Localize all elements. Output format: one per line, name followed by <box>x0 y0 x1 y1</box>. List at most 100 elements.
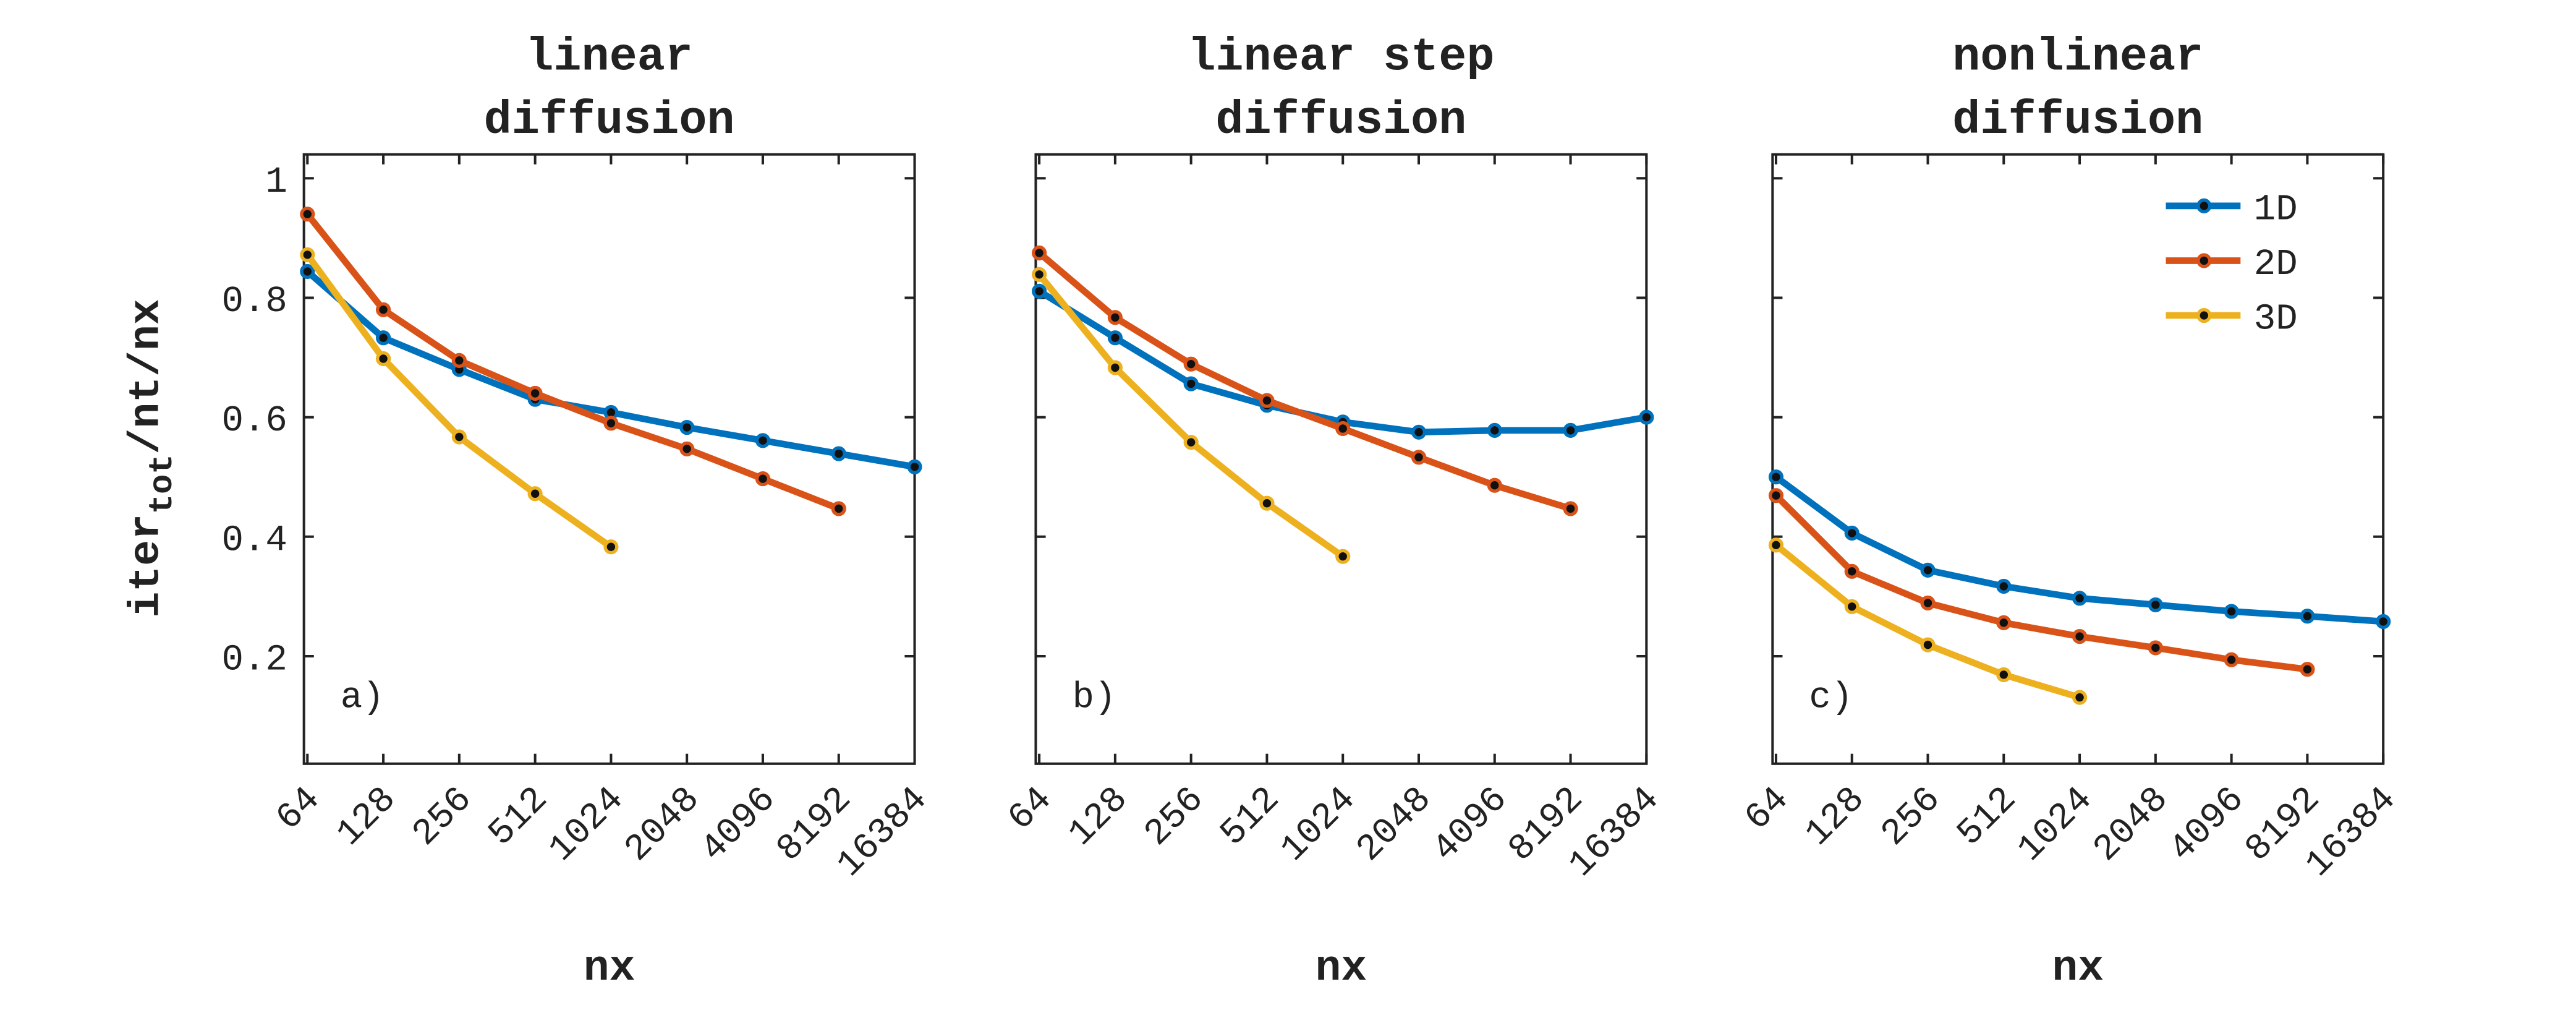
data-point <box>1996 667 2012 682</box>
data-point <box>831 501 846 516</box>
data-point <box>603 416 619 431</box>
x-tick-label: 128 <box>1061 779 1137 855</box>
data-point <box>1183 376 1199 391</box>
chart-title: diffusion <box>1215 94 1466 147</box>
data-point <box>1844 525 1860 541</box>
data-point <box>755 433 771 448</box>
data-point <box>1768 469 1784 485</box>
x-tick-label: 1024 <box>2010 779 2101 870</box>
data-point <box>1183 356 1199 372</box>
x-tick-label: 64 <box>1000 779 1060 839</box>
legend-marker <box>2196 198 2212 213</box>
data-point <box>2224 604 2239 619</box>
data-point <box>1107 310 1123 325</box>
series-line <box>1037 288 1647 436</box>
data-point <box>1563 501 1578 516</box>
y-tick-label: 1 <box>265 161 287 203</box>
data-point <box>1259 393 1275 408</box>
y-axis-label: itertot/nt/nx <box>122 299 181 617</box>
data-point <box>375 351 391 367</box>
x-axis-label: nx <box>584 944 635 993</box>
data-point <box>1411 424 1427 440</box>
data-point <box>1487 477 1502 493</box>
plot-frame <box>302 153 916 765</box>
data-point <box>2300 662 2315 677</box>
legend-marker <box>2196 253 2212 268</box>
x-tick-label: 4096 <box>2161 779 2253 870</box>
x-axis-label: nx <box>2052 944 2104 993</box>
data-point <box>1920 562 1936 578</box>
data-point <box>2148 597 2163 612</box>
data-point <box>1487 422 1502 438</box>
data-point <box>1844 599 1860 614</box>
chart-title: nonlinear <box>1952 31 2203 84</box>
y-tick-label: 0.8 <box>222 281 287 322</box>
data-point <box>375 302 391 317</box>
x-tick-label: 1024 <box>1273 779 1364 870</box>
data-point <box>2224 652 2239 667</box>
data-point <box>527 486 543 502</box>
data-point <box>831 446 846 461</box>
series-line <box>305 268 916 471</box>
x-tick-label: 64 <box>268 779 328 839</box>
data-point <box>1996 578 2012 594</box>
data-point <box>755 471 771 487</box>
x-tick-label: 1024 <box>541 779 632 870</box>
data-point <box>1996 615 2012 630</box>
y-label-rest: /nt/nx <box>122 299 171 454</box>
data-point <box>300 263 315 280</box>
chart-title: diffusion <box>1952 94 2203 147</box>
data-point <box>300 207 315 222</box>
x-tick-label: 4096 <box>1424 779 1516 870</box>
chart-title: linear step <box>1188 31 1494 84</box>
data-point <box>527 385 543 401</box>
data-point <box>300 247 315 262</box>
x-tick-label: 256 <box>1136 779 1212 855</box>
data-point <box>1920 637 1936 652</box>
chart-title: diffusion <box>484 94 735 147</box>
x-tick-label: 256 <box>404 779 480 855</box>
series-line <box>1774 493 2308 673</box>
plot-frame <box>1034 153 1648 765</box>
data-point <box>1335 421 1351 437</box>
data-point <box>907 459 922 474</box>
panel-label: a) <box>341 677 385 719</box>
data-point <box>2300 609 2315 624</box>
y-tick-label: 0.2 <box>222 639 287 680</box>
data-point <box>1639 409 1654 425</box>
x-tick-label: 256 <box>1873 779 1949 855</box>
y-tick-label: 0.4 <box>222 520 287 561</box>
x-tick-label: 2048 <box>1349 779 1440 870</box>
panel-label: b) <box>1073 677 1116 719</box>
x-tick-label: 2048 <box>2085 779 2177 870</box>
x-tick-label: 64 <box>1737 779 1797 839</box>
data-point <box>1768 488 1784 503</box>
x-tick-label: 2048 <box>617 779 708 870</box>
data-point <box>1768 537 1784 553</box>
legend-label: 2D <box>2254 244 2298 285</box>
data-point <box>2072 690 2088 705</box>
data-point <box>603 539 619 555</box>
y-label-sub: tot <box>144 454 182 514</box>
data-point <box>1411 450 1427 465</box>
y-label-base: iter <box>122 514 171 618</box>
data-point <box>451 429 467 445</box>
x-tick-label: 128 <box>329 779 405 855</box>
data-point <box>1844 563 1860 579</box>
legend-label: 3D <box>2254 299 2298 340</box>
legend-marker <box>2196 307 2212 323</box>
x-axis-label: nx <box>1316 944 1367 993</box>
data-point <box>679 419 695 435</box>
data-point <box>1032 283 1047 299</box>
data-point <box>1183 435 1199 450</box>
data-point <box>451 353 467 368</box>
legend-label: 1D <box>2254 189 2298 230</box>
series-line <box>1037 250 1572 512</box>
data-point <box>2072 591 2088 606</box>
series-line <box>304 252 613 550</box>
data-point <box>2148 640 2163 656</box>
data-point <box>1335 549 1351 564</box>
data-point <box>679 441 695 456</box>
data-point <box>2376 614 2391 630</box>
x-tick-label: 4096 <box>693 779 784 870</box>
